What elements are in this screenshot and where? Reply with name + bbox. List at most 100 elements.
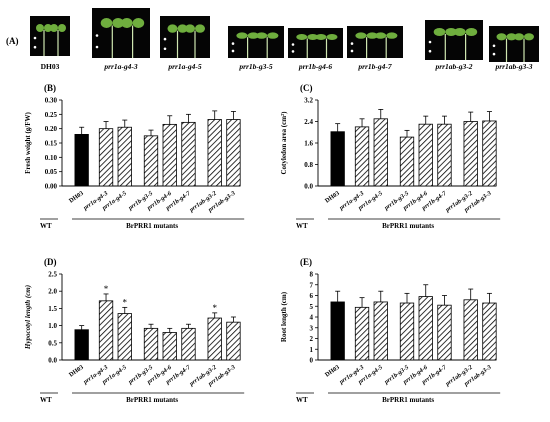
bar bbox=[207, 317, 222, 361]
bar bbox=[117, 126, 132, 187]
bar bbox=[226, 321, 241, 361]
photo-label: DH03 bbox=[40, 62, 60, 71]
y-tick-label: 0.0 bbox=[48, 357, 57, 365]
seedling-photo bbox=[425, 20, 483, 60]
panel-label: (C) bbox=[300, 83, 313, 93]
panel-label: (E) bbox=[300, 257, 312, 267]
y-tick-label: 7 bbox=[310, 281, 314, 289]
category-label: DH03 bbox=[68, 190, 85, 205]
y-tick-label: 2.0 bbox=[48, 288, 57, 296]
bar bbox=[98, 128, 114, 187]
photo-label: prr1ab-g3-3 bbox=[495, 62, 533, 71]
seedling-illustration bbox=[291, 34, 338, 58]
y-tick-label: 0 bbox=[310, 357, 314, 365]
bar bbox=[143, 135, 159, 187]
chart-panel: (C) 0.0 0.8 1.6 2.4 3.2 Cotyledon area (cm²) DH… bbox=[280, 83, 501, 230]
photo-label: prr1b-g3-5 bbox=[239, 62, 273, 71]
chart-panel: (D) 0.0 0.5 1.0 1.5 2.0 2.5 Hypocotyl length (c… bbox=[24, 257, 245, 404]
bar bbox=[181, 121, 196, 187]
bar bbox=[162, 123, 177, 187]
bar bbox=[143, 327, 159, 361]
group-label-wt: WT bbox=[296, 222, 308, 230]
seedling-illustration bbox=[350, 32, 398, 58]
y-tick-label: 0.10 bbox=[45, 154, 58, 162]
panel-label: (D) bbox=[44, 257, 57, 267]
y-axis-label: Root length (cm) bbox=[280, 291, 288, 342]
y-tick-label: 3.2 bbox=[304, 97, 313, 105]
y-tick-label: 0.25 bbox=[45, 111, 58, 119]
y-tick-label: 1.6 bbox=[304, 140, 313, 148]
bar bbox=[162, 332, 177, 361]
y-tick-label: 3 bbox=[310, 324, 314, 332]
y-tick-label: 2 bbox=[310, 335, 314, 343]
bar bbox=[437, 123, 452, 187]
category-label: DH03 bbox=[68, 364, 85, 379]
seedling-illustration bbox=[95, 18, 145, 58]
bar bbox=[354, 126, 370, 187]
bar bbox=[354, 306, 370, 361]
group-label-mutants: BrPRR1 mutants bbox=[126, 222, 178, 230]
bar bbox=[418, 296, 433, 361]
bar bbox=[373, 118, 388, 187]
seedling-photo bbox=[160, 16, 210, 58]
bar bbox=[330, 301, 345, 361]
significance-mark: * bbox=[104, 284, 109, 294]
group-label-wt: WT bbox=[296, 396, 308, 404]
photo-label: prr1b-g4-6 bbox=[298, 62, 333, 71]
y-tick-label: 0.0 bbox=[304, 183, 313, 191]
bar bbox=[330, 131, 345, 187]
y-axis-label: Fresh weight (g/FW) bbox=[24, 111, 32, 173]
bar bbox=[418, 123, 433, 187]
y-tick-label: 6 bbox=[310, 292, 314, 300]
bar bbox=[399, 302, 415, 361]
category-label: DH03 bbox=[324, 190, 341, 205]
bar bbox=[463, 299, 478, 361]
y-tick-label: 1.0 bbox=[48, 322, 57, 330]
y-tick-label: 8 bbox=[310, 271, 314, 279]
significance-mark: * bbox=[123, 297, 128, 307]
y-tick-label: 0.30 bbox=[45, 97, 58, 105]
group-label-mutants: BrPRR1 mutants bbox=[382, 396, 434, 404]
y-tick-label: 2.4 bbox=[304, 118, 313, 126]
y-tick-label: 2.5 bbox=[48, 271, 57, 279]
seedling-photo bbox=[92, 8, 150, 58]
seedling-illustration bbox=[33, 24, 66, 56]
y-tick-label: 0.00 bbox=[45, 183, 58, 191]
bar bbox=[226, 119, 241, 187]
group-label-wt: WT bbox=[40, 396, 52, 404]
bar bbox=[482, 120, 497, 187]
y-tick-label: 0.8 bbox=[304, 161, 313, 169]
seedling-illustration bbox=[163, 24, 205, 58]
y-tick-label: 1 bbox=[310, 346, 314, 354]
y-tick-label: 0.5 bbox=[48, 339, 57, 347]
group-label-mutants: BrPRR1 mutants bbox=[126, 396, 178, 404]
y-tick-label: 1.5 bbox=[48, 305, 57, 313]
bar bbox=[98, 300, 114, 361]
bar bbox=[74, 133, 89, 187]
y-tick-label: 5 bbox=[310, 303, 314, 311]
bar bbox=[373, 301, 388, 361]
photo-label: prr1a-g4-5 bbox=[168, 62, 202, 71]
seedling-photo bbox=[489, 26, 539, 62]
panel-label: (B) bbox=[44, 83, 56, 93]
bar bbox=[207, 119, 222, 187]
bar bbox=[181, 327, 196, 361]
bar bbox=[463, 121, 478, 187]
bar bbox=[482, 302, 497, 361]
bar bbox=[117, 313, 132, 361]
photo-label: prr1a-g4-3 bbox=[104, 62, 138, 71]
seedling-photo bbox=[288, 28, 343, 58]
bar bbox=[399, 136, 415, 187]
seedling-photo bbox=[30, 16, 70, 56]
y-tick-label: 0.15 bbox=[45, 140, 58, 148]
category-label: DH03 bbox=[324, 364, 341, 379]
bar bbox=[437, 304, 452, 361]
photo-label: prr1b-g4-7 bbox=[358, 62, 392, 71]
chart-panel: (B) 0.00 0.05 0.10 0.15 0.20 0.25 0.30 Fresh wei… bbox=[24, 83, 245, 230]
seedling-illustration bbox=[428, 28, 478, 60]
y-tick-label: 0.20 bbox=[45, 125, 58, 133]
y-tick-label: 4 bbox=[310, 314, 314, 322]
seedling-photo bbox=[347, 26, 403, 58]
